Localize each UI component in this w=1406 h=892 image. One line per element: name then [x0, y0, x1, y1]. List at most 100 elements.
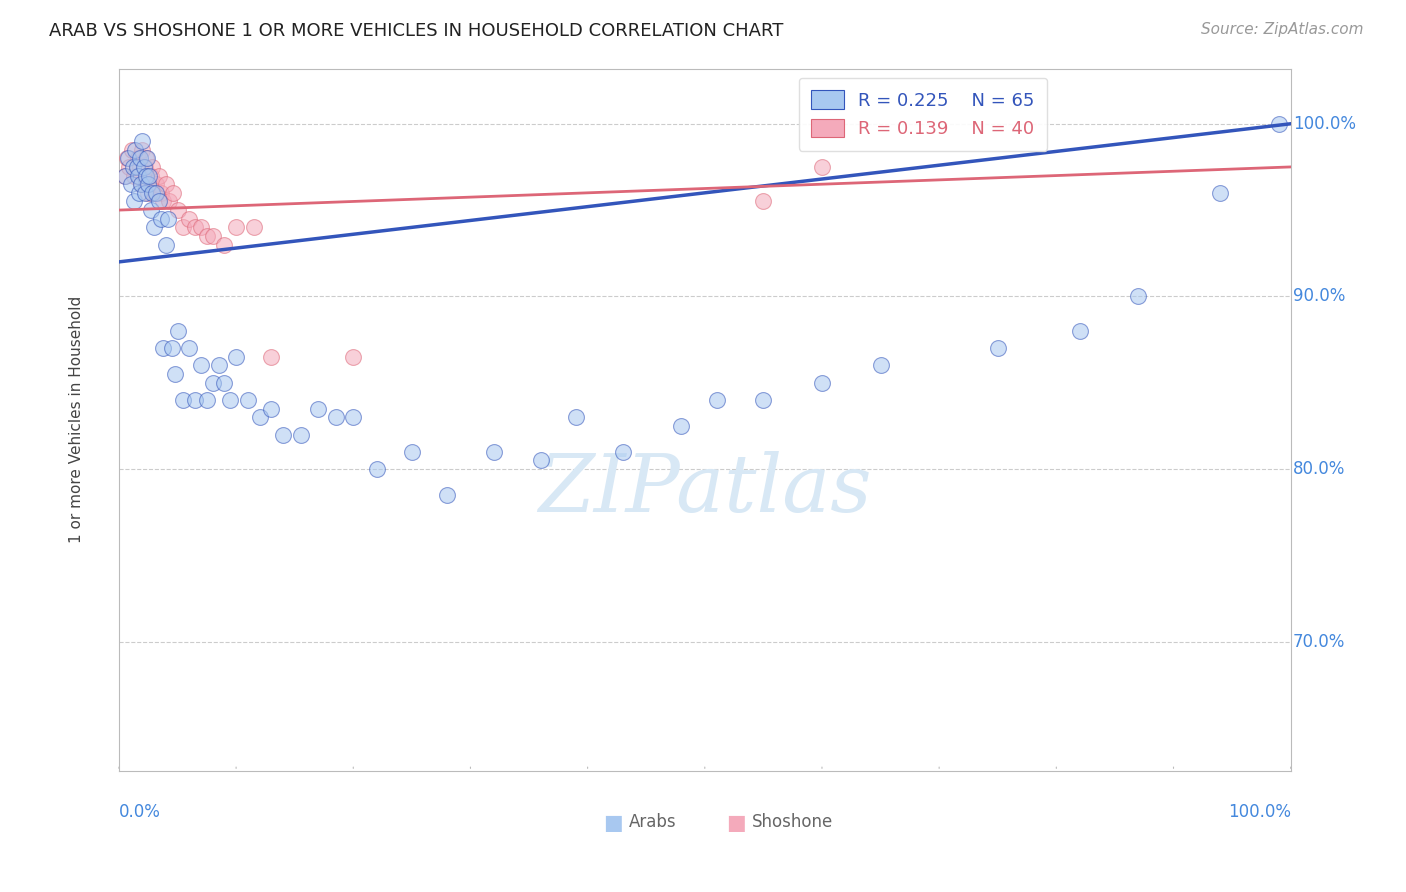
- Point: [201, 229, 224, 244]
- Point: [148, 169, 170, 183]
- Point: [141, 186, 163, 200]
- Point: [671, 418, 693, 433]
- Point: [114, 169, 136, 183]
- Point: [1128, 289, 1150, 303]
- Point: [132, 160, 155, 174]
- Point: [811, 376, 834, 390]
- Point: [122, 194, 145, 209]
- Point: [127, 169, 149, 183]
- Point: [706, 392, 728, 407]
- Point: [214, 237, 236, 252]
- Point: [612, 444, 634, 458]
- Text: ZIPatlas: ZIPatlas: [538, 451, 872, 529]
- Point: [125, 160, 148, 174]
- Point: [143, 220, 166, 235]
- Text: ARAB VS SHOSHONE 1 OR MORE VEHICLES IN HOUSEHOLD CORRELATION CHART: ARAB VS SHOSHONE 1 OR MORE VEHICLES IN H…: [49, 22, 783, 40]
- Point: [129, 151, 152, 165]
- Text: ■: ■: [725, 814, 745, 833]
- Point: [124, 143, 146, 157]
- Point: [141, 160, 163, 174]
- Point: [152, 194, 174, 209]
- Text: Arabs: Arabs: [628, 814, 676, 831]
- Point: [225, 350, 247, 364]
- Point: [131, 134, 153, 148]
- Point: [869, 359, 891, 373]
- Point: [195, 392, 218, 407]
- Point: [811, 160, 834, 174]
- Point: [160, 341, 183, 355]
- Point: [143, 186, 166, 200]
- Point: [1069, 324, 1091, 338]
- Point: [148, 194, 170, 209]
- Text: 90.0%: 90.0%: [1294, 287, 1346, 305]
- Point: [135, 169, 157, 183]
- Point: [236, 392, 259, 407]
- Point: [129, 160, 152, 174]
- Point: [157, 211, 180, 226]
- Text: Shoshone: Shoshone: [752, 814, 832, 831]
- Text: 70.0%: 70.0%: [1294, 632, 1346, 650]
- Point: [139, 203, 162, 218]
- Text: 0.0%: 0.0%: [120, 803, 160, 821]
- Point: [165, 367, 187, 381]
- Point: [342, 350, 364, 364]
- Text: ■: ■: [603, 814, 623, 833]
- Point: [190, 220, 212, 235]
- Point: [307, 401, 329, 416]
- Point: [145, 186, 167, 200]
- Point: [179, 341, 201, 355]
- Point: [214, 376, 236, 390]
- Point: [150, 186, 173, 200]
- Point: [136, 186, 159, 200]
- Point: [134, 160, 156, 174]
- Point: [136, 151, 159, 165]
- Point: [172, 220, 194, 235]
- Point: [325, 410, 347, 425]
- Point: [219, 392, 242, 407]
- Point: [482, 444, 505, 458]
- Point: [752, 194, 775, 209]
- Point: [172, 392, 194, 407]
- Legend: R = 0.225    N = 65, R = 0.139    N = 40: R = 0.225 N = 65, R = 0.139 N = 40: [799, 78, 1047, 151]
- Point: [401, 444, 423, 458]
- Point: [195, 229, 218, 244]
- Point: [752, 392, 775, 407]
- Point: [138, 177, 160, 191]
- Point: [145, 177, 167, 191]
- Text: 80.0%: 80.0%: [1294, 460, 1346, 478]
- Point: [342, 410, 364, 425]
- Point: [129, 177, 152, 191]
- Point: [138, 169, 160, 183]
- Point: [162, 186, 184, 200]
- Point: [131, 143, 153, 157]
- Point: [155, 177, 177, 191]
- Point: [290, 427, 312, 442]
- Point: [260, 401, 283, 416]
- Point: [121, 143, 143, 157]
- Point: [120, 177, 142, 191]
- Point: [122, 169, 145, 183]
- Point: [242, 220, 264, 235]
- Point: [530, 453, 553, 467]
- Text: 100.0%: 100.0%: [1294, 115, 1355, 133]
- Point: [135, 151, 157, 165]
- Point: [150, 211, 173, 226]
- Point: [115, 151, 138, 165]
- Point: [128, 169, 150, 183]
- Point: [134, 186, 156, 200]
- Point: [436, 488, 458, 502]
- Point: [152, 341, 174, 355]
- Point: [190, 359, 212, 373]
- Point: [117, 151, 139, 165]
- Point: [987, 341, 1010, 355]
- Point: [157, 194, 180, 209]
- Text: Source: ZipAtlas.com: Source: ZipAtlas.com: [1201, 22, 1364, 37]
- Point: [127, 151, 149, 165]
- Point: [1209, 186, 1232, 200]
- Point: [166, 203, 188, 218]
- Point: [565, 410, 588, 425]
- Point: [184, 220, 207, 235]
- Text: 100.0%: 100.0%: [1227, 803, 1291, 821]
- Point: [184, 392, 207, 407]
- Point: [122, 160, 145, 174]
